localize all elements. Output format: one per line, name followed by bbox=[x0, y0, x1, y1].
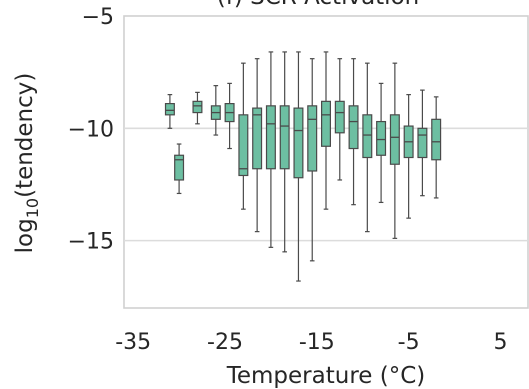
chart-title: (f) SCR Activation bbox=[217, 0, 419, 10]
box-item bbox=[431, 96, 442, 199]
box-iqr bbox=[431, 118, 442, 161]
x-tick-label: -35 bbox=[115, 330, 151, 355]
x-tick-labels: -35 -25 -15 -5 5 bbox=[115, 330, 507, 355]
box-iqr bbox=[192, 100, 203, 114]
box-iqr bbox=[252, 107, 263, 170]
box-item bbox=[265, 51, 276, 248]
x-tick-label: -25 bbox=[207, 330, 243, 355]
box-item bbox=[307, 58, 318, 262]
box-item bbox=[348, 58, 359, 206]
y-tick-labels: −5 −10 −15 bbox=[68, 5, 114, 255]
box-iqr bbox=[174, 154, 185, 181]
boxes-group bbox=[164, 51, 442, 282]
box-iqr bbox=[265, 105, 276, 170]
box-item bbox=[403, 94, 414, 219]
box-item bbox=[224, 82, 235, 150]
x-axis-label: Temperature (°C) bbox=[226, 363, 426, 389]
box-item bbox=[389, 62, 400, 239]
box-iqr bbox=[321, 100, 332, 147]
box-item bbox=[174, 143, 185, 195]
box-iqr bbox=[164, 102, 175, 116]
box-item bbox=[164, 94, 175, 129]
box-iqr bbox=[348, 105, 359, 150]
box-item bbox=[334, 58, 345, 181]
box-iqr bbox=[293, 107, 304, 179]
box-iqr bbox=[238, 114, 249, 177]
y-tick-label: −5 bbox=[82, 5, 114, 30]
box-item bbox=[376, 82, 387, 204]
box-item bbox=[252, 58, 263, 233]
box-iqr bbox=[334, 100, 345, 134]
y-axis-label-subscript: 10 bbox=[23, 198, 42, 218]
box-iqr bbox=[376, 120, 387, 156]
y-axis-label: log10(tendency) bbox=[12, 73, 42, 254]
box-item bbox=[417, 89, 428, 197]
box-item bbox=[321, 51, 332, 210]
y-axis-label-main: log bbox=[12, 218, 38, 253]
box-item bbox=[192, 91, 203, 125]
box-iqr bbox=[389, 114, 400, 165]
box-item bbox=[362, 62, 373, 233]
y-axis-label-rest: (tendency) bbox=[12, 73, 38, 198]
x-tick-label: 5 bbox=[493, 330, 507, 355]
box-iqr bbox=[307, 105, 318, 172]
box-item bbox=[279, 51, 290, 253]
box-item bbox=[238, 62, 249, 210]
x-tick-label: -15 bbox=[299, 330, 335, 355]
box-item bbox=[293, 51, 304, 282]
y-tick-label: −10 bbox=[68, 117, 114, 142]
box-iqr bbox=[279, 105, 290, 170]
box-item bbox=[210, 85, 221, 136]
y-tick-label: −15 bbox=[68, 230, 114, 255]
x-tick-label: -5 bbox=[398, 330, 420, 355]
box-iqr bbox=[362, 114, 373, 159]
box-iqr bbox=[417, 127, 428, 159]
